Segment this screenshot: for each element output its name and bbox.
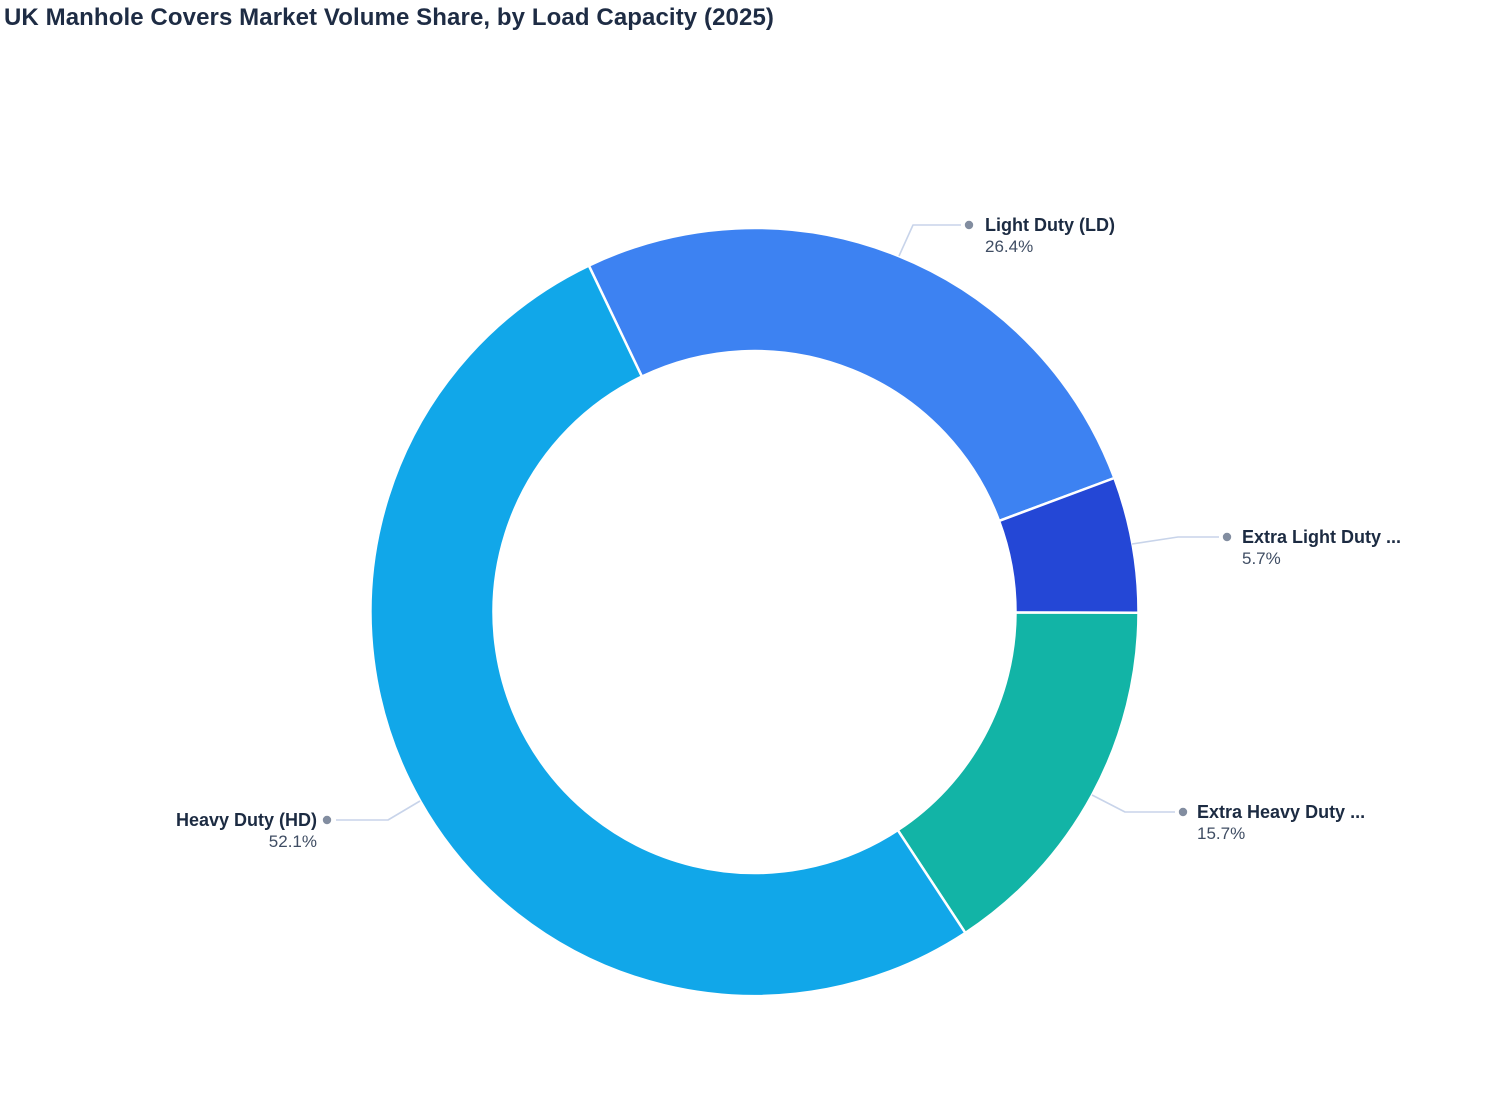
slice-label-light-duty: Light Duty (LD) 26.4% [985,214,1115,257]
leader-dot-extra-light-duty [1222,532,1232,542]
leader-line-light-duty [898,224,961,257]
leader-dot-extra-heavy-duty [1178,807,1188,817]
slice-label-pct-heavy-duty: 52.1% [268,832,317,851]
slice-label-name-extra-heavy-duty: Extra Heavy Duty ... [1197,802,1366,822]
leader-line-extra-light-duty [1131,536,1219,545]
slice-label-pct-light-duty: 26.4% [985,237,1034,256]
donut-slice-light-duty[interactable] [587,226,1116,523]
donut-slice-heavy-duty[interactable] [369,264,967,998]
leader-dot-heavy-duty [322,815,332,825]
leader-dot-light-duty [964,220,974,230]
slice-label-heavy-duty: Heavy Duty (HD) 52.1% [176,809,317,852]
slice-label-name-extra-light-duty: Extra Light Duty ... [1242,527,1402,547]
leader-line-heavy-duty [336,800,421,821]
slice-label-extra-light-duty: Extra Light Duty ... 5.7% [1242,526,1401,569]
slice-label-name-light-duty: Light Duty (LD) [985,215,1115,235]
slice-label-extra-heavy-duty: Extra Heavy Duty ... 15.7% [1197,801,1365,844]
slice-label-name-heavy-duty: Heavy Duty (HD) [175,810,317,830]
slice-label-pct-extra-heavy-duty: 15.7% [1197,824,1246,843]
leader-line-extra-heavy-duty [1091,794,1175,813]
chart-title: UK Manhole Covers Market Volume Share, b… [4,4,774,31]
slice-label-pct-extra-light-duty: 5.7% [1242,549,1281,568]
